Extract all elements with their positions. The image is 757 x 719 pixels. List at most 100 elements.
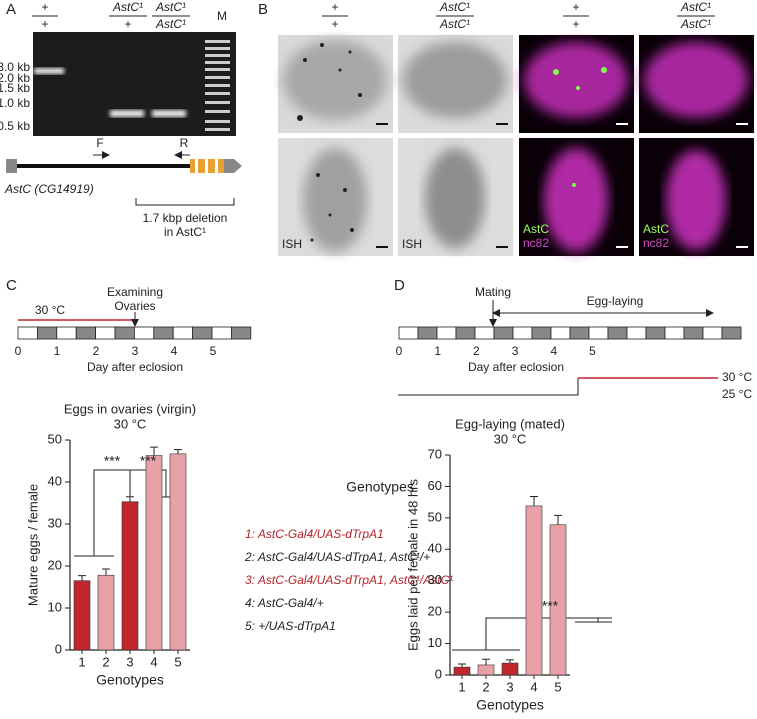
timeline-box: [626, 326, 647, 340]
ish-images: [278, 35, 513, 256]
timeline-box: [37, 326, 58, 340]
chart-title: Egg-laying (mated): [455, 416, 565, 431]
timeline-box: [721, 326, 742, 340]
chart-title: Eggs in ovaries (virgin): [64, 401, 196, 416]
genotype-bottom: AstC¹: [155, 17, 186, 31]
timeline-box: [417, 326, 438, 340]
y-tick-label: 30: [428, 572, 442, 587]
y-axis-label: Eggs laid per female in 48 hrs: [405, 479, 420, 651]
genotype-top: AstC¹: [155, 0, 186, 14]
size-label: 3.0 kb: [0, 60, 30, 74]
day-label: 0: [396, 344, 403, 358]
legend-item: 4: AstC-Gal4/+: [245, 596, 324, 610]
x-tick-label: 5: [554, 679, 561, 694]
genotype-bottom: AstC¹: [439, 17, 470, 31]
bar: [73, 580, 91, 651]
ish-label: ISH: [282, 237, 302, 251]
bar: [121, 501, 139, 651]
bar: [501, 662, 519, 676]
timeline-box: [607, 326, 628, 340]
timeline-box: [114, 326, 135, 340]
day-label: 0: [15, 344, 22, 358]
x-tick-label: 1: [458, 679, 465, 694]
genotype-top: +: [41, 0, 48, 14]
x-axis-label: Genotypes: [96, 672, 164, 688]
y-tick-label: 70: [428, 446, 442, 461]
timeline-box: [75, 326, 96, 340]
timeline-box: [645, 326, 666, 340]
timeline-box: [153, 326, 174, 340]
error-bar: [174, 449, 182, 454]
y-tick-label: 0: [435, 666, 442, 681]
day-label: 5: [589, 344, 596, 358]
timeline-box: [531, 326, 552, 340]
timeline-box: [455, 326, 476, 340]
chart-subtitle: 30 °C: [494, 431, 527, 446]
size-label: 1.5 kb: [0, 81, 30, 95]
axis-label: Day after eclosion: [468, 360, 564, 374]
timeline-box: [230, 326, 252, 340]
timeline-box: [569, 326, 590, 340]
primer: F: [96, 136, 103, 150]
significance: ***: [140, 453, 157, 469]
day-label: 1: [54, 344, 61, 358]
bar: [145, 455, 163, 651]
day-label: 5: [210, 344, 217, 358]
timeline-box: [56, 326, 77, 340]
panel-label: B: [258, 1, 268, 18]
error-bar: [102, 568, 110, 576]
gene-diagram: [6, 151, 242, 206]
timeline-box: [588, 326, 609, 340]
y-tick-label: 60: [428, 478, 442, 493]
deletion-text: 1.7 kbp deletion: [143, 211, 228, 225]
day-label: 1: [434, 344, 441, 358]
timeline-event: Mating: [475, 285, 511, 299]
day-label: 3: [512, 344, 519, 358]
error-bar: [554, 514, 562, 525]
bar: [525, 505, 543, 676]
panel-label: A: [6, 1, 16, 18]
legend-item: 3: AstC-Gal4/UAS-dTrpA1, AstC¹/AstC¹: [245, 573, 453, 587]
timeline-box: [702, 326, 723, 340]
legend-item: 5: +/UAS-dTrpA1: [245, 619, 336, 633]
legend-title: Genotypes: [346, 479, 414, 495]
y-tick-label: 20: [428, 604, 442, 619]
y-tick-label: 40: [428, 541, 442, 556]
panel-label: D: [394, 277, 405, 294]
timeline-box: [17, 326, 38, 340]
timeline-box: [398, 326, 419, 340]
y-axis-label: Mature eggs / female: [25, 484, 40, 606]
day-label: 4: [171, 344, 178, 358]
genotype-bottom: +: [124, 17, 131, 31]
timeline-box: [550, 326, 571, 340]
stain-label: nc82: [643, 236, 669, 250]
timeline-box: [436, 326, 457, 340]
bar: [453, 666, 471, 676]
y-tick-label: 20: [48, 557, 62, 572]
y-tick-label: 10: [428, 635, 442, 650]
stain-label: AstC: [643, 222, 669, 236]
x-tick-label: 4: [150, 654, 157, 669]
timeline-arrows: [18, 300, 718, 396]
genotype-bottom: +: [41, 17, 48, 31]
error-bar: [458, 663, 466, 668]
timeline-event: Examining: [107, 285, 163, 299]
x-tick-label: 3: [506, 679, 513, 694]
timeline-box: [211, 326, 232, 340]
marker-label: M: [217, 9, 227, 23]
y-tick-label: 40: [48, 473, 62, 488]
timeline-box: [512, 326, 533, 340]
genotype-top: AstC¹: [112, 0, 143, 14]
bar: [477, 664, 495, 676]
timeline-box: [192, 326, 213, 340]
y-tick-label: 0: [55, 641, 62, 656]
genotype-top: +: [572, 0, 579, 14]
chart-subtitle: 30 °C: [114, 416, 147, 431]
size-label: 1.0 kb: [0, 96, 30, 110]
genotype-bottom: +: [572, 17, 579, 31]
bar: [97, 574, 115, 651]
significance: ***: [542, 598, 559, 614]
y-tick-label: 10: [48, 599, 62, 614]
bar: [169, 453, 187, 651]
